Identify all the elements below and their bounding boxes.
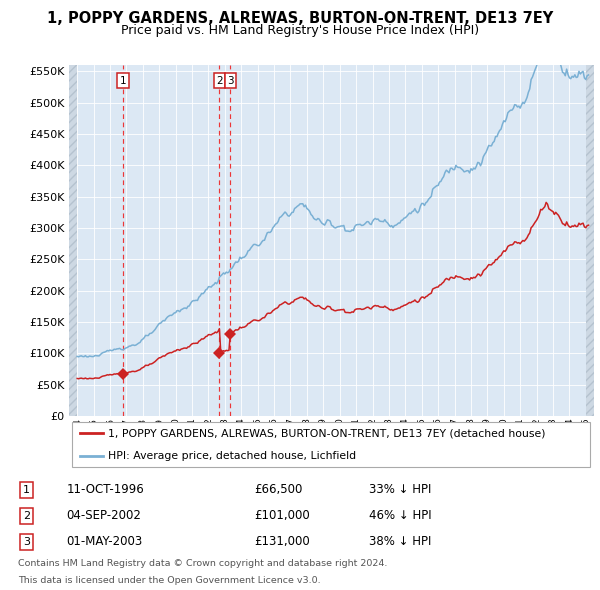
Text: 1, POPPY GARDENS, ALREWAS, BURTON-ON-TRENT, DE13 7EY (detached house): 1, POPPY GARDENS, ALREWAS, BURTON-ON-TRE…	[109, 428, 546, 438]
Text: £101,000: £101,000	[254, 509, 310, 522]
Text: 33% ↓ HPI: 33% ↓ HPI	[369, 483, 431, 496]
Text: £131,000: £131,000	[254, 535, 310, 548]
Text: 46% ↓ HPI: 46% ↓ HPI	[369, 509, 432, 522]
Text: HPI: Average price, detached house, Lichfield: HPI: Average price, detached house, Lich…	[109, 451, 356, 461]
Text: 3: 3	[23, 537, 30, 547]
Text: 1, POPPY GARDENS, ALREWAS, BURTON-ON-TRENT, DE13 7EY: 1, POPPY GARDENS, ALREWAS, BURTON-ON-TRE…	[47, 11, 553, 25]
FancyBboxPatch shape	[71, 422, 590, 467]
Text: Price paid vs. HM Land Registry's House Price Index (HPI): Price paid vs. HM Land Registry's House …	[121, 24, 479, 37]
Text: This data is licensed under the Open Government Licence v3.0.: This data is licensed under the Open Gov…	[18, 576, 320, 585]
Text: 1: 1	[23, 484, 30, 494]
Text: 2: 2	[216, 76, 223, 86]
Text: 38% ↓ HPI: 38% ↓ HPI	[369, 535, 431, 548]
Text: 11-OCT-1996: 11-OCT-1996	[67, 483, 145, 496]
Text: 2: 2	[23, 511, 30, 521]
Text: Contains HM Land Registry data © Crown copyright and database right 2024.: Contains HM Land Registry data © Crown c…	[18, 559, 387, 568]
Text: 04-SEP-2002: 04-SEP-2002	[67, 509, 142, 522]
Text: 1: 1	[119, 76, 126, 86]
Text: 01-MAY-2003: 01-MAY-2003	[67, 535, 143, 548]
Text: 3: 3	[227, 76, 233, 86]
Text: £66,500: £66,500	[254, 483, 302, 496]
Bar	[586, 65, 594, 416]
Bar	[69, 65, 77, 416]
